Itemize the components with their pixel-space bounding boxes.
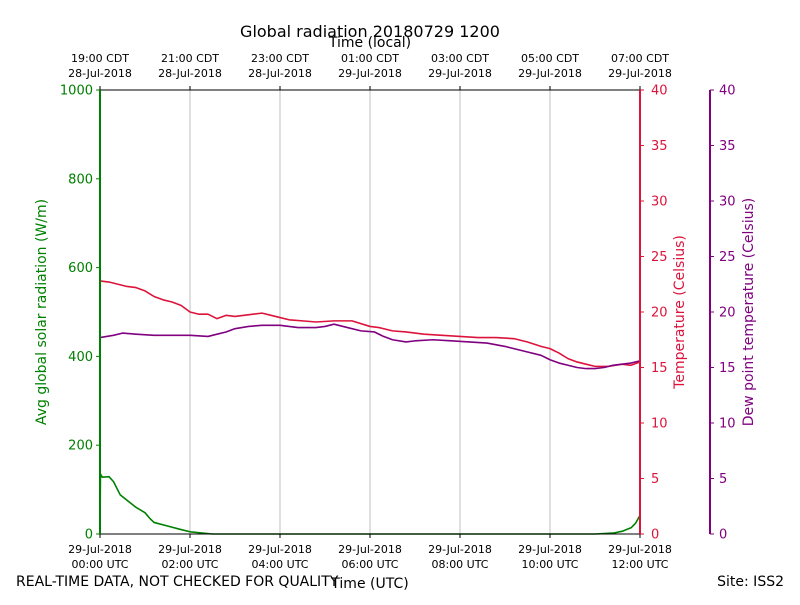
x-top-tick-time: 05:00 CDT bbox=[521, 52, 579, 65]
x-top-tick-time: 23:00 CDT bbox=[251, 52, 309, 65]
x-top-tick-time: 19:00 CDT bbox=[71, 52, 129, 65]
dewpoint-axis-label: Dew point temperature (Celsius) bbox=[741, 198, 757, 426]
radiation-axis-label: Avg global solar radiation (W/m) bbox=[34, 199, 50, 425]
dewpoint-tick-label: 0 bbox=[719, 528, 727, 543]
x-top-tick-date: 28-Jul-2018 bbox=[68, 67, 132, 80]
dewpoint-tick-label: 35 bbox=[719, 139, 736, 154]
temperature-axis-label: Temperature (Celsius) bbox=[672, 235, 688, 390]
x-top-tick-date: 28-Jul-2018 bbox=[248, 67, 312, 80]
x-bottom-tick-date: 29-Jul-2018 bbox=[338, 543, 402, 556]
x-bottom-tick-time: 04:00 UTC bbox=[251, 558, 308, 571]
x-bottom-tick-time: 00:00 UTC bbox=[71, 558, 128, 571]
dewpoint-tick-label: 15 bbox=[719, 361, 736, 376]
x-top-tick-date: 29-Jul-2018 bbox=[428, 67, 492, 80]
x-top-tick-time: 03:00 CDT bbox=[431, 52, 489, 65]
x-bottom-tick-time: 08:00 UTC bbox=[431, 558, 488, 571]
chart-title: Global radiation 20180729 1200 bbox=[240, 22, 500, 41]
dewpoint-tick-label: 20 bbox=[719, 306, 736, 321]
temperature-tick-label: 10 bbox=[651, 417, 668, 432]
x-top-tick-date: 29-Jul-2018 bbox=[518, 67, 582, 80]
x-bottom-tick-time: 06:00 UTC bbox=[341, 558, 398, 571]
radiation-tick-label: 800 bbox=[68, 172, 93, 187]
radiation-tick-label: 400 bbox=[68, 350, 93, 365]
dewpoint-tick-label: 5 bbox=[719, 472, 727, 487]
x-bottom-tick-time: 12:00 UTC bbox=[611, 558, 668, 571]
radiation-tick-label: 200 bbox=[68, 439, 93, 454]
x-bottom-tick-time: 10:00 UTC bbox=[521, 558, 578, 571]
temperature-tick-label: 20 bbox=[651, 306, 668, 321]
temperature-series-line bbox=[99, 280, 641, 368]
x-top-tick-date: 29-Jul-2018 bbox=[338, 67, 402, 80]
x-top-tick-time: 07:00 CDT bbox=[611, 52, 669, 65]
dewpoint-tick-label: 30 bbox=[719, 195, 736, 210]
radiation-tick-label: 1000 bbox=[60, 84, 93, 99]
temperature-tick-label: 35 bbox=[651, 139, 668, 154]
radiation-series-line bbox=[99, 473, 641, 535]
temperature-tick-label: 0 bbox=[651, 528, 659, 543]
temperature-tick-label: 40 bbox=[651, 84, 668, 99]
dewpoint-tick-label: 40 bbox=[719, 84, 736, 99]
axes-layer: 0200400600800100005101520253035400510152… bbox=[60, 52, 736, 571]
x-bottom-tick-date: 29-Jul-2018 bbox=[68, 543, 132, 556]
grid-layer bbox=[189, 90, 551, 534]
temperature-tick-label: 30 bbox=[651, 195, 668, 210]
x-bottom-tick-time: 02:00 UTC bbox=[161, 558, 218, 571]
x-top-tick-time: 01:00 CDT bbox=[341, 52, 399, 65]
temperature-tick-label: 25 bbox=[651, 250, 668, 265]
x-top-tick-time: 21:00 CDT bbox=[161, 52, 219, 65]
x-bottom-tick-date: 29-Jul-2018 bbox=[608, 543, 672, 556]
x-bottom-tick-date: 29-Jul-2018 bbox=[158, 543, 222, 556]
x-top-tick-date: 29-Jul-2018 bbox=[608, 67, 672, 80]
x-axis-top-label: Time (local) bbox=[328, 35, 411, 51]
x-bottom-tick-date: 29-Jul-2018 bbox=[248, 543, 312, 556]
series-layer bbox=[99, 280, 641, 535]
radiation-tick-label: 600 bbox=[68, 261, 93, 276]
dewpoint-tick-label: 10 bbox=[719, 417, 736, 432]
dewpoint-tick-label: 25 bbox=[719, 250, 736, 265]
x-top-tick-date: 28-Jul-2018 bbox=[158, 67, 222, 80]
temperature-tick-label: 5 bbox=[651, 472, 659, 487]
x-bottom-tick-date: 29-Jul-2018 bbox=[428, 543, 492, 556]
x-bottom-tick-date: 29-Jul-2018 bbox=[518, 543, 582, 556]
radiation-tick-label: 0 bbox=[85, 528, 93, 543]
x-axis-bottom-label: Time (UTC) bbox=[330, 576, 408, 592]
dewpoint-series-line bbox=[99, 323, 641, 370]
quality-disclaimer: REAL-TIME DATA, NOT CHECKED FOR QUALITY bbox=[16, 574, 339, 590]
temperature-tick-label: 15 bbox=[651, 361, 668, 376]
site-label: Site: ISS2 bbox=[717, 574, 784, 590]
